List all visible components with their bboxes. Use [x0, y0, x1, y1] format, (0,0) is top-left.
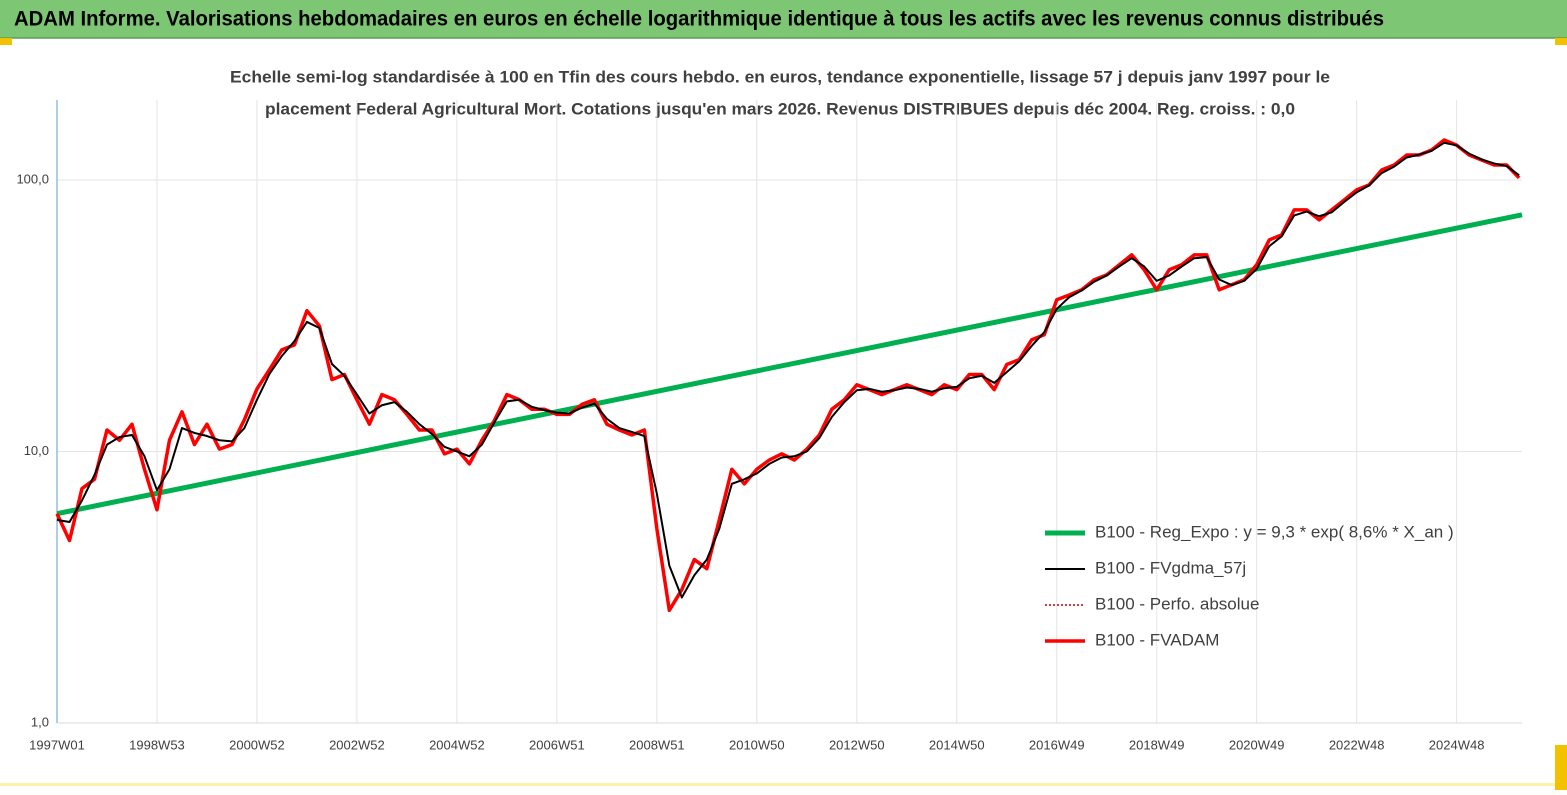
x-tick-label: 2008W51: [629, 737, 685, 752]
x-tick-label: 2024W48: [1429, 737, 1485, 752]
x-tick-label: 2014W50: [929, 737, 985, 752]
x-tick-label: 2002W52: [329, 737, 385, 752]
x-tick-label: 2020W49: [1229, 737, 1285, 752]
legend-label: B100 - FVgdma_57j: [1095, 558, 1246, 577]
x-tick-label: 2010W50: [729, 737, 785, 752]
x-tick-label: 2016W49: [1029, 737, 1085, 752]
corner-mark: [1555, 38, 1567, 45]
x-tick-label: 2018W49: [1129, 737, 1185, 752]
chart-subtitle: Echelle semi-log standardisée à 100 en T…: [230, 67, 1330, 86]
corner-mark: [1555, 745, 1567, 790]
x-tick-label: 2004W52: [429, 737, 485, 752]
chart-title: ADAM Informe. Valorisations hebdomadaire…: [14, 8, 1384, 31]
bottom-border: [0, 783, 1555, 786]
legend-label: B100 - Perfo. absolue: [1095, 594, 1259, 613]
y-tick-label: 1,0: [31, 714, 49, 729]
series-line: [56, 212, 1523, 517]
y-tick-label: 10,0: [24, 443, 49, 458]
title-bar: [0, 0, 1567, 38]
legend-label: B100 - Reg_Expo : y = 9,3 * exp( 8,6% * …: [1095, 522, 1454, 541]
series-line: [56, 141, 1520, 599]
chart-subtitle: placement Federal Agricultural Mort. Cot…: [265, 99, 1295, 118]
corner-mark: [0, 38, 12, 45]
legend-label: B100 - FVADAM: [1095, 630, 1219, 649]
y-tick-label: 100,0: [16, 171, 49, 186]
x-tick-label: 2022W48: [1329, 737, 1385, 752]
x-tick-label: 2012W50: [829, 737, 885, 752]
x-tick-label: 2000W52: [229, 737, 285, 752]
x-tick-label: 1998W53: [129, 737, 185, 752]
x-tick-label: 2006W51: [529, 737, 585, 752]
x-tick-label: 1997W01: [29, 737, 85, 752]
